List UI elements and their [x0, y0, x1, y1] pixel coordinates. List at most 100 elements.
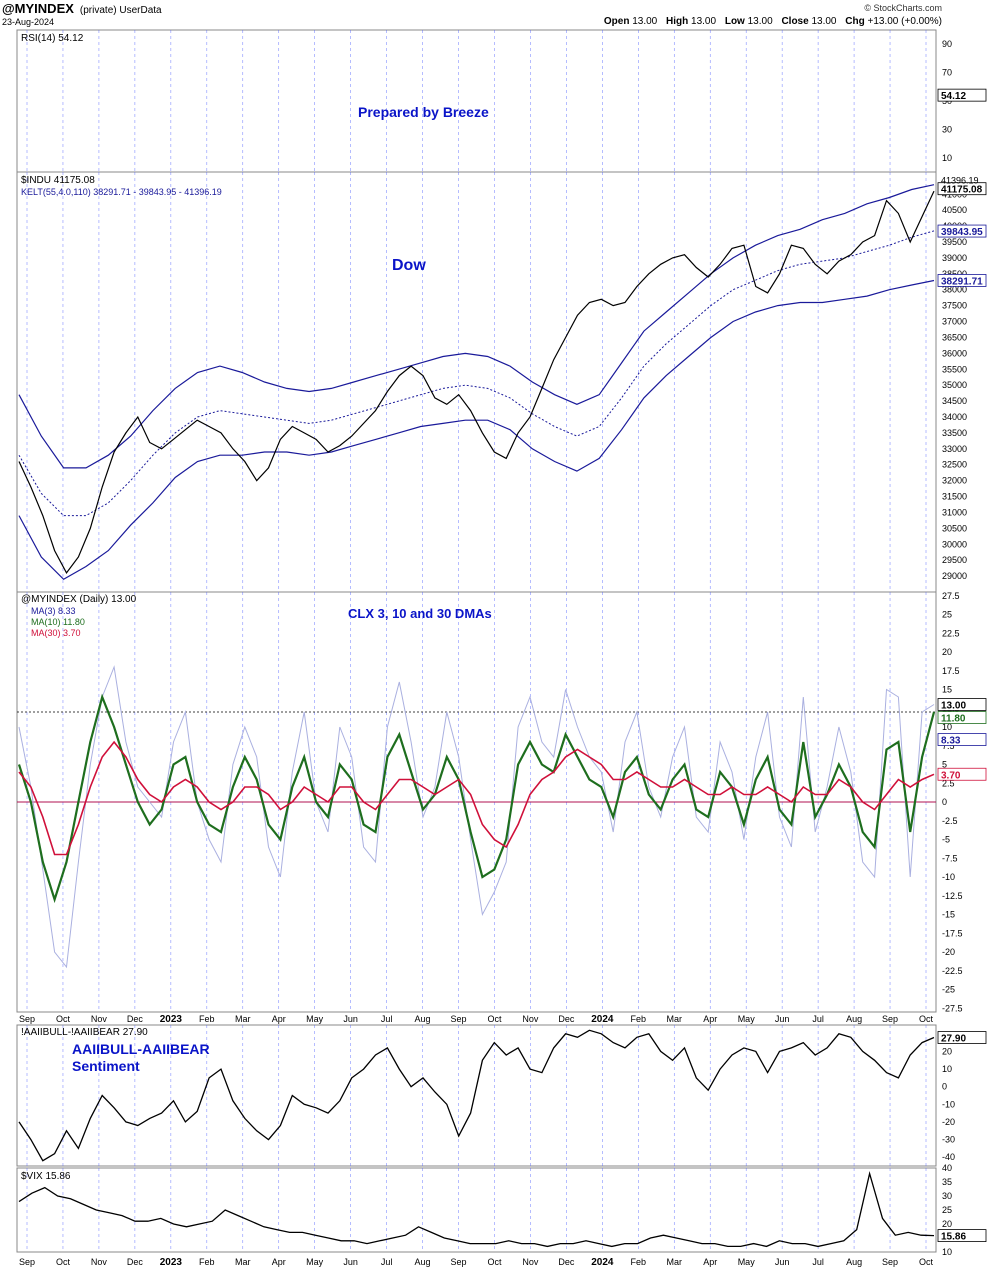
clx-legend: @MYINDEX (Daily) 13.00 — [21, 594, 137, 605]
chart-header: @MYINDEX (private) UserData 23-Aug-2024 ©… — [0, 0, 990, 30]
month-tick-label: May — [738, 1014, 756, 1024]
y-tick-label-1: 34500 — [942, 396, 967, 406]
y-tick-label-2: 10 — [942, 722, 952, 732]
month-tick-label: Mar — [235, 1014, 251, 1024]
rsi-last-value-box — [937, 88, 987, 102]
brand-label: © StockCharts.com — [864, 3, 942, 13]
month-tick-label: Nov — [91, 1257, 108, 1267]
y-tick-label-1: 34000 — [942, 412, 967, 422]
month-tick-label: 2024 — [591, 1257, 614, 1268]
dow-last-value-box — [937, 182, 987, 196]
y-tick-label-4: 20 — [942, 1219, 952, 1229]
y-tick-label-1: 32000 — [942, 476, 967, 486]
y-tick-label-3: -10 — [942, 1099, 955, 1109]
close-label: Close — [781, 16, 809, 27]
month-tick-label: Sep — [451, 1257, 467, 1267]
month-tick-label: Mar — [667, 1014, 683, 1024]
month-tick-label: Oct — [919, 1257, 934, 1267]
aaii-line — [18, 1029, 935, 1162]
panel-frame-3 — [16, 1024, 937, 1167]
month-tick-label: Feb — [199, 1014, 215, 1024]
month-tick-label: Oct — [487, 1257, 502, 1267]
y-tick-label-1: 33000 — [942, 444, 967, 454]
y-tick-label-2: 22.5 — [942, 628, 960, 638]
symbol-name: @MYINDEX — [2, 1, 74, 16]
y-tick-label-1: 37500 — [942, 301, 967, 311]
chg-value: +13.00 (+0.00%) — [867, 16, 943, 27]
y-tick-label-2: -10 — [942, 872, 955, 882]
y-tick-label-3: -40 — [942, 1152, 955, 1162]
month-tick-label: Jul — [812, 1014, 824, 1024]
y-tick-label-2: 2.5 — [942, 778, 955, 788]
kelt-lower-last-value-box — [937, 274, 987, 287]
vix-line — [18, 1171, 935, 1248]
month-tick-label: Nov — [91, 1014, 108, 1024]
open-value: 13.00 — [632, 16, 658, 27]
month-tick-label: Dec — [127, 1257, 144, 1267]
dow-last-value: 41175.08 — [941, 185, 983, 196]
month-tick-label: May — [306, 1257, 324, 1267]
month-tick-label: Oct — [919, 1014, 934, 1024]
y-tick-label-3: -20 — [942, 1117, 955, 1127]
y-tick-label-2: -5 — [942, 835, 950, 845]
month-tick-label: Sep — [882, 1257, 898, 1267]
y-tick-label-0: 10 — [942, 153, 952, 163]
month-tick-label: Dec — [127, 1014, 144, 1024]
y-tick-label-1: 35500 — [942, 364, 967, 374]
month-tick-label: Aug — [846, 1014, 862, 1024]
y-tick-label-2: -17.5 — [942, 928, 963, 938]
month-tick-label: 2023 — [160, 1257, 183, 1268]
y-tick-label-1: 37000 — [942, 317, 967, 327]
open-label: Open — [603, 16, 630, 27]
y-tick-label-2: 5 — [942, 760, 947, 770]
vix-legend: $VIX 15.86 — [21, 1171, 71, 1182]
y-tick-label-1: 39000 — [942, 253, 967, 263]
month-tick-label: Sep — [19, 1014, 35, 1024]
y-tick-label-1: 32500 — [942, 460, 967, 470]
ma-legend-1: MA(10) 11.80 — [31, 617, 85, 627]
month-tick-label: Jul — [381, 1257, 393, 1267]
y-tick-label-1: 31500 — [942, 492, 967, 502]
y-tick-label-4: 25 — [942, 1205, 952, 1215]
y-tick-label-0: 30 — [942, 124, 952, 134]
low-value: 13.00 — [747, 16, 773, 27]
kelt-mid-last-value-box — [937, 224, 987, 238]
rsi-legend: RSI(14) 54.12 — [21, 33, 84, 44]
month-tick-label: 2024 — [591, 1014, 614, 1025]
panel-frame-1 — [16, 171, 937, 593]
y-tick-label-2: -22.5 — [942, 966, 963, 976]
aaii-annotation-line1: AAIIBULL-AAIIBEAR — [72, 1041, 210, 1057]
kelt-lower-last-value: 38291.71 — [941, 276, 983, 287]
y-tick-label-1: 35000 — [942, 380, 967, 390]
month-tick-label: Sep — [451, 1014, 467, 1024]
month-tick-label: Nov — [522, 1257, 539, 1267]
ma-series-line-1 — [17, 693, 936, 904]
high-label: High — [666, 16, 689, 27]
aaii-last-value-box — [937, 1031, 987, 1044]
dow-annotation: Dow — [392, 257, 426, 274]
clx-last-value-box — [937, 698, 987, 711]
y-tick-label-1: 36000 — [942, 348, 967, 358]
month-tick-label: Jun — [775, 1257, 790, 1267]
month-tick-label: Oct — [56, 1014, 71, 1024]
y-tick-label-2: -27.5 — [942, 1003, 963, 1013]
month-tick-label: Jun — [343, 1257, 358, 1267]
ma-legend-0: MA(3) 8.33 — [31, 606, 76, 616]
y-tick-label-1: 38000 — [942, 285, 967, 295]
y-tick-label-4: 35 — [942, 1177, 952, 1187]
ma30-last-value-box — [937, 767, 987, 781]
aaii-annotation-line2: Sentiment — [72, 1058, 140, 1074]
y-tick-label-2: 20 — [942, 647, 952, 657]
y-tick-label-2: 17.5 — [942, 666, 960, 676]
y-tick-label-2: -2.5 — [942, 816, 958, 826]
y-tick-label-0: 70 — [942, 68, 952, 78]
dow-legend: $INDU 41175.08 — [21, 175, 95, 186]
y-tick-label-1: 31000 — [942, 507, 967, 517]
prepared-by-annotation: Prepared by Breeze — [358, 104, 489, 120]
ma-series-line-2 — [18, 740, 935, 856]
y-tick-label-2: -25 — [942, 985, 955, 995]
ma3-last-value-box — [937, 733, 987, 746]
y-tick-label-0: 90 — [942, 39, 952, 49]
month-tick-label: Apr — [272, 1257, 286, 1267]
aaii-last-value: 27.90 — [941, 1034, 966, 1045]
